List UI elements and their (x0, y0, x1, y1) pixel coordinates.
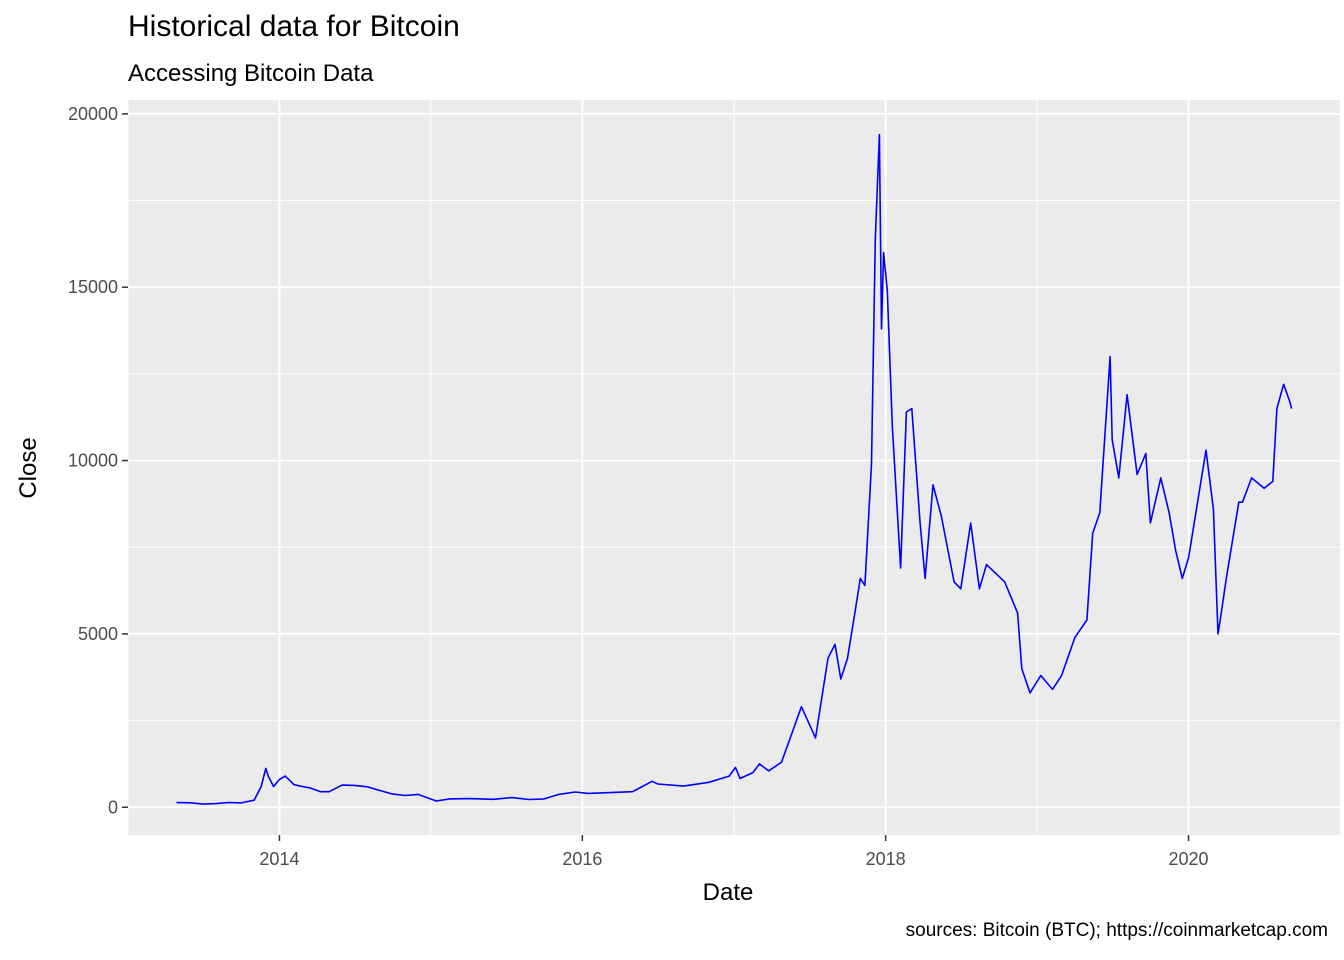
x-tick-label: 2020 (1169, 849, 1209, 869)
x-tick-label: 2014 (259, 849, 299, 869)
x-axis-ticks (278, 835, 1190, 841)
y-tick-label: 10000 (68, 451, 118, 471)
y-axis-tick-labels: 0 5000 10000 15000 20000 (68, 104, 118, 817)
series-line (176, 133, 1293, 805)
chart-subtitle: Accessing Bitcoin Data (128, 60, 374, 87)
x-axis-title: Date (703, 879, 754, 906)
y-axis-ticks (122, 113, 128, 809)
x-tick-label: 2018 (866, 849, 906, 869)
chart-caption: sources: Bitcoin (BTC); https://coinmark… (905, 920, 1328, 941)
y-tick-label: 20000 (68, 104, 118, 124)
x-axis-tick-labels: 2014 2016 2018 2020 (259, 849, 1208, 869)
minor-gridlines (127, 100, 1340, 895)
y-tick-label: 0 (108, 797, 118, 817)
y-axis-title: Close (15, 437, 42, 498)
y-tick-label: 15000 (68, 277, 118, 297)
y-tick-label: 5000 (78, 624, 118, 644)
major-gridlines (128, 100, 1340, 835)
x-tick-label: 2016 (562, 849, 602, 869)
chart-title: Historical data for Bitcoin (128, 10, 460, 43)
